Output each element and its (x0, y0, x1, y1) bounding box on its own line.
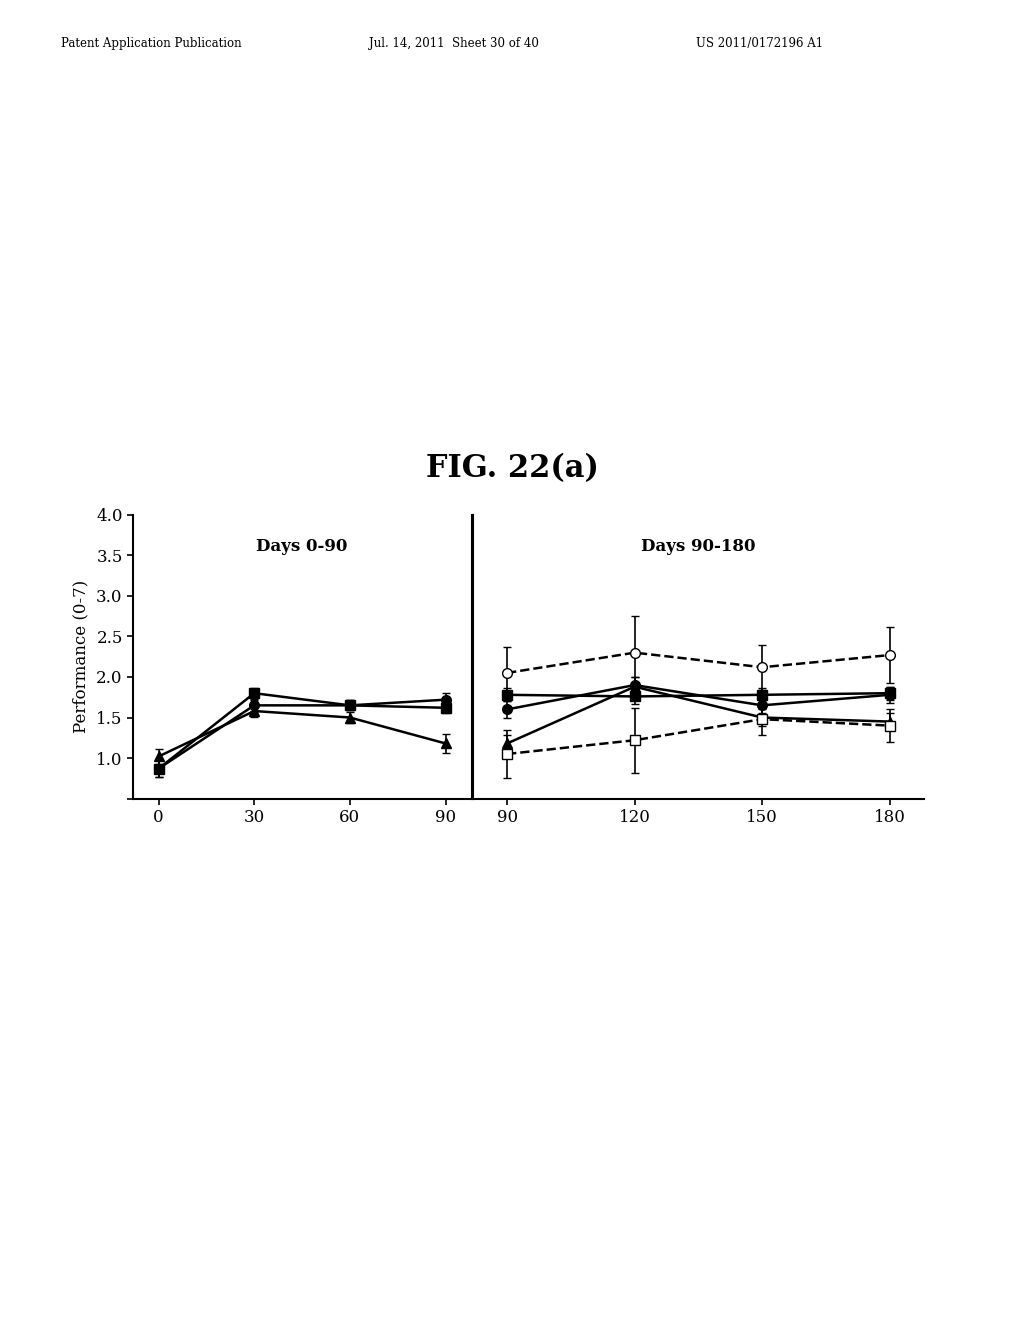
Text: Days 90-180: Days 90-180 (641, 537, 756, 554)
Text: US 2011/0172196 A1: US 2011/0172196 A1 (696, 37, 823, 50)
Text: FIG. 22(a): FIG. 22(a) (426, 453, 598, 484)
Text: Patent Application Publication: Patent Application Publication (61, 37, 242, 50)
Text: Jul. 14, 2011  Sheet 30 of 40: Jul. 14, 2011 Sheet 30 of 40 (369, 37, 539, 50)
Text: Days 0-90: Days 0-90 (256, 537, 348, 554)
Y-axis label: Performance (0-7): Performance (0-7) (73, 579, 89, 734)
